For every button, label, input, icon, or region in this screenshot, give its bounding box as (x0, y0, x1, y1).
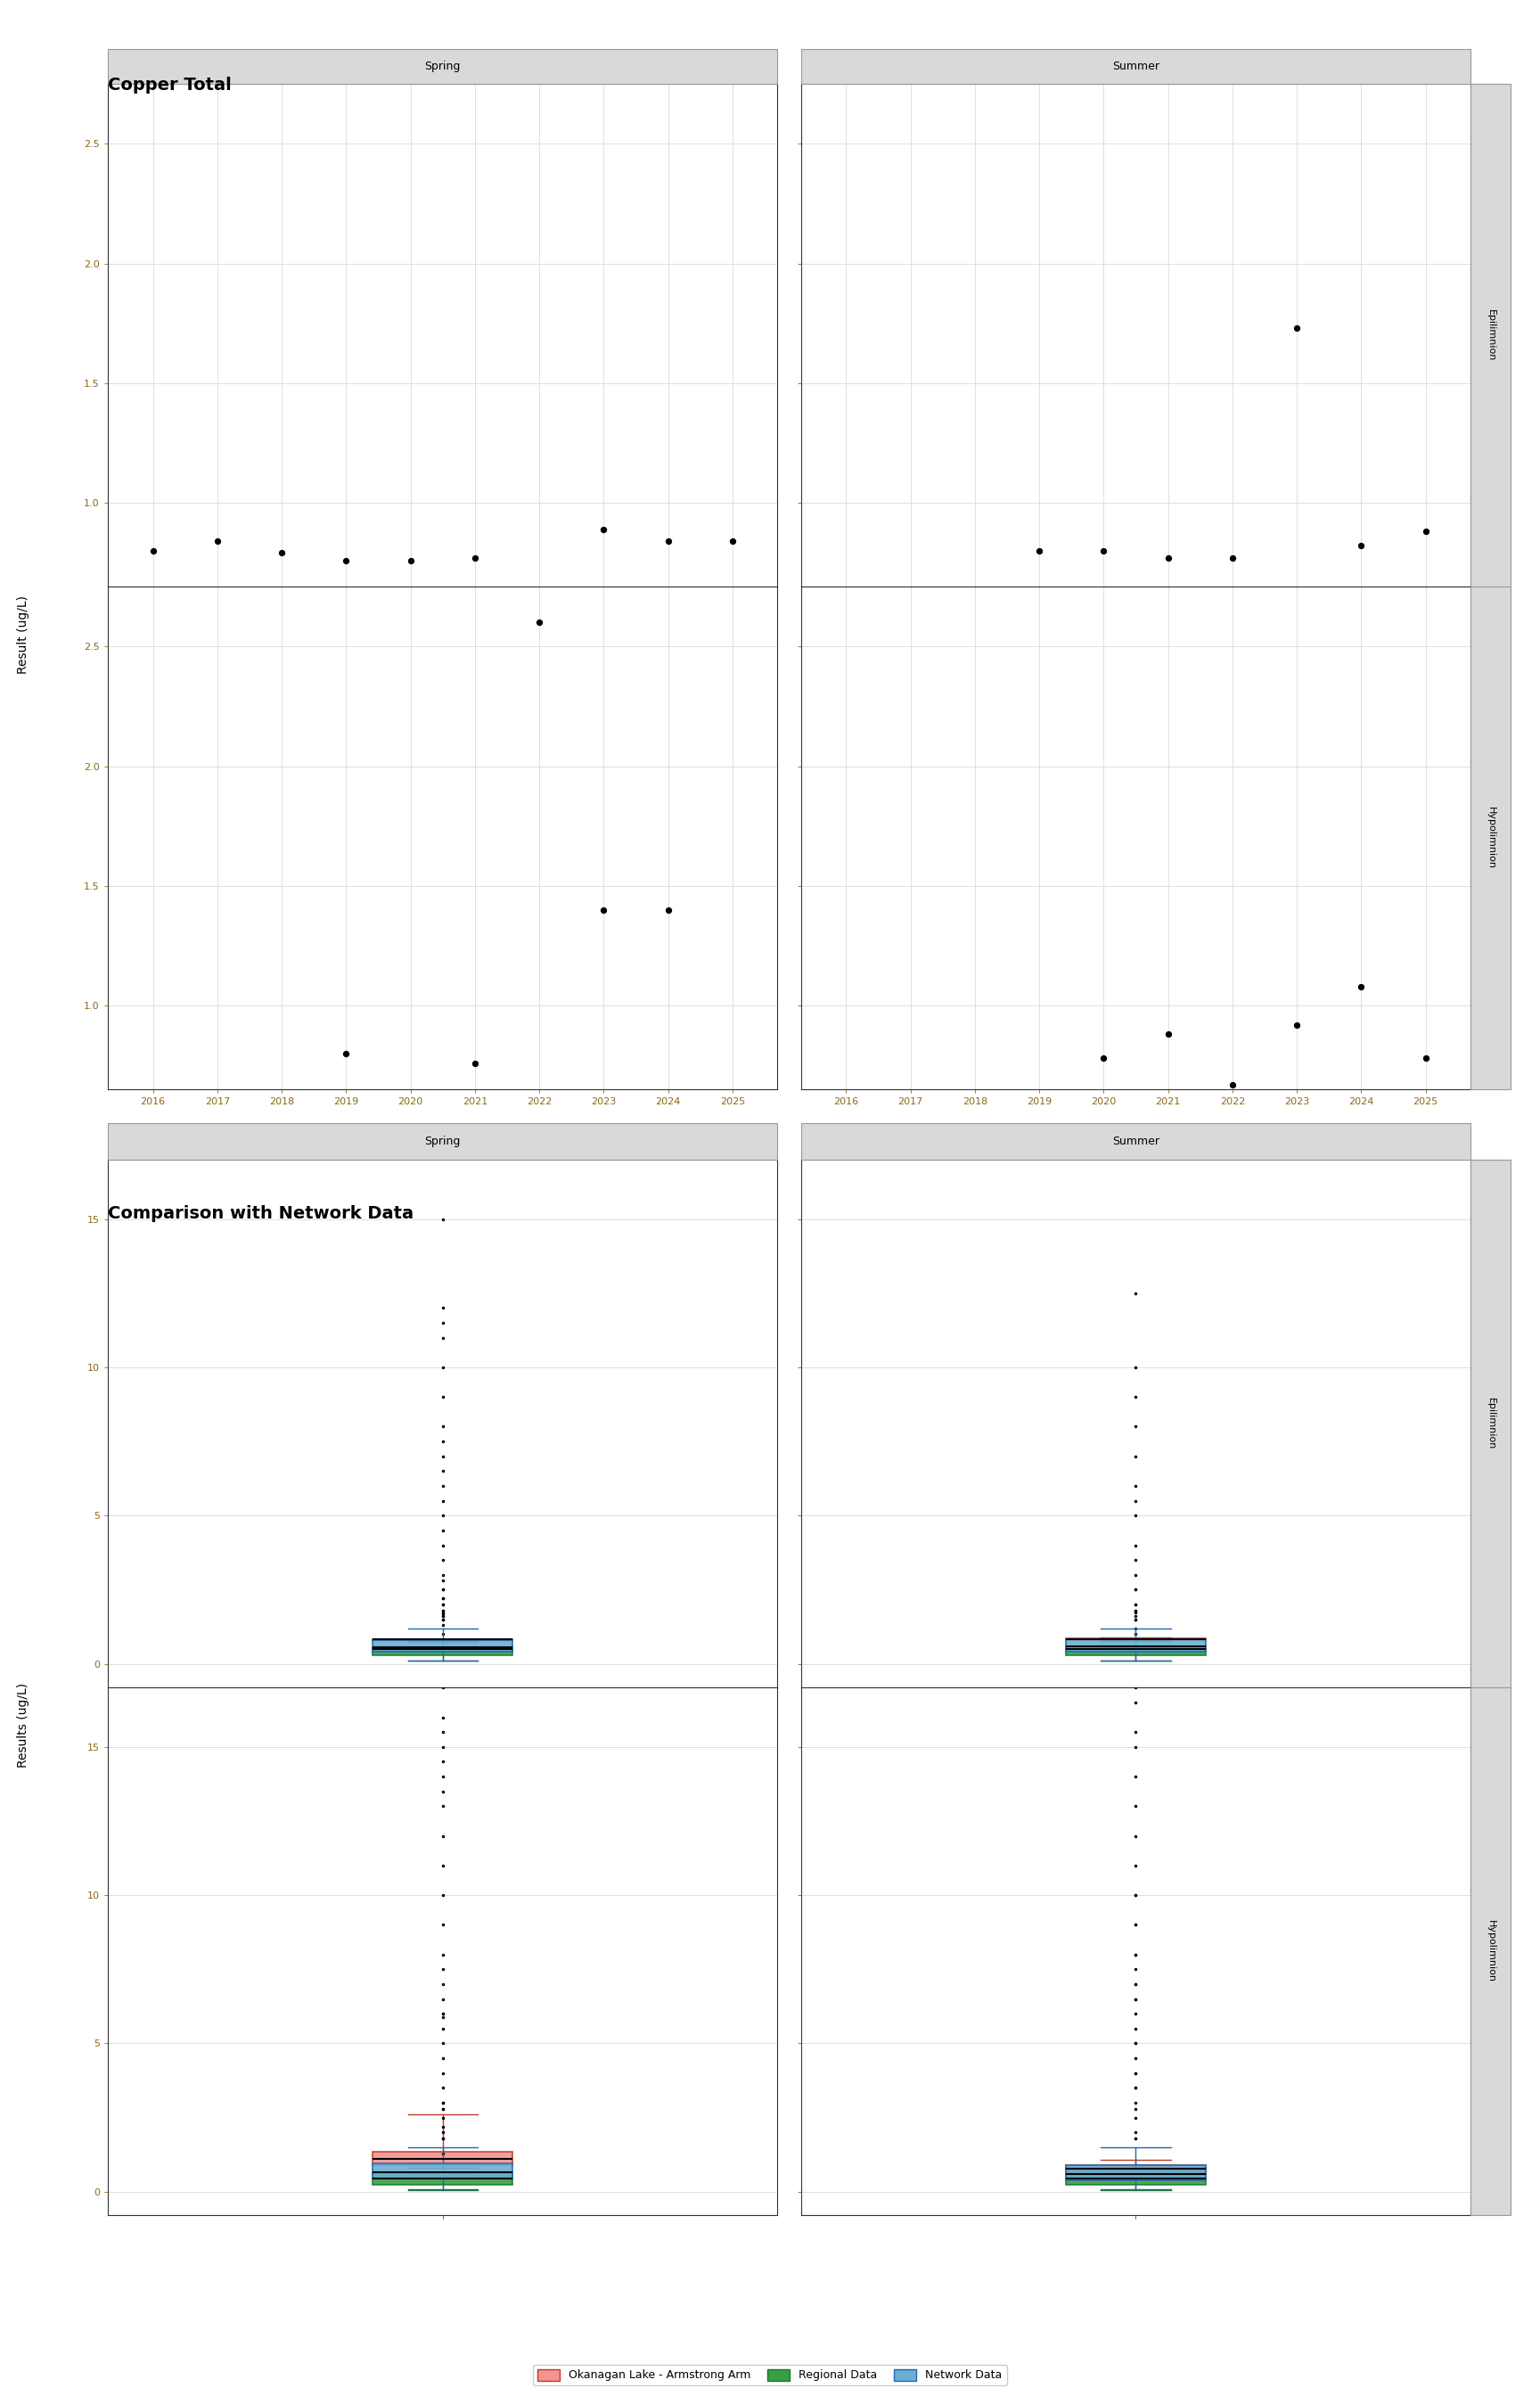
Point (1220, 539, 1244, 577)
Point (205, 522, 229, 561)
Point (591, 891, 616, 930)
Point (1284, 309, 1309, 347)
Point (1349, 968, 1374, 1006)
FancyBboxPatch shape (108, 1124, 778, 1160)
Point (656, 891, 681, 930)
Text: Epilimnion: Epilimnion (1486, 1397, 1495, 1450)
FancyBboxPatch shape (1471, 1687, 1511, 2216)
Text: Result (ug/L): Result (ug/L) (17, 597, 29, 673)
FancyBboxPatch shape (1471, 1160, 1511, 1687)
Point (462, 1045, 487, 1083)
Legend: Okanagan Lake - Armstrong Arm, Regional Data, Network Data: Okanagan Lake - Armstrong Arm, Regional … (533, 2365, 1007, 2386)
Text: Epilimnion: Epilimnion (1486, 309, 1495, 362)
Text: Copper Total: Copper Total (108, 77, 231, 93)
PathPatch shape (1066, 1639, 1206, 1651)
Point (334, 541, 359, 580)
Point (1155, 1016, 1180, 1054)
FancyBboxPatch shape (801, 48, 1471, 84)
Point (527, 604, 551, 642)
Text: Results (ug/L): Results (ug/L) (17, 1682, 29, 1768)
FancyBboxPatch shape (1471, 587, 1511, 1090)
FancyBboxPatch shape (801, 1124, 1471, 1160)
Text: Comparison with Network Data: Comparison with Network Data (108, 1205, 414, 1222)
Text: Summer: Summer (1112, 60, 1160, 72)
Point (721, 522, 745, 561)
PathPatch shape (373, 2173, 513, 2185)
Point (1155, 539, 1180, 577)
Point (1284, 1006, 1309, 1045)
PathPatch shape (1066, 2173, 1206, 2185)
Point (1220, 1066, 1244, 1105)
PathPatch shape (373, 2164, 513, 2178)
Point (270, 534, 294, 573)
Text: Hypolimnion: Hypolimnion (1486, 807, 1495, 870)
Text: Hypolimnion: Hypolimnion (1486, 1919, 1495, 1984)
PathPatch shape (1066, 2166, 1206, 2171)
PathPatch shape (1066, 1646, 1206, 1656)
Point (1349, 527, 1374, 565)
Text: Summer: Summer (1112, 1136, 1160, 1148)
Point (1414, 1040, 1438, 1078)
PathPatch shape (1066, 2166, 1206, 2180)
FancyBboxPatch shape (108, 48, 778, 84)
FancyBboxPatch shape (1471, 84, 1511, 587)
Point (1092, 1040, 1117, 1078)
Point (399, 541, 424, 580)
Point (1027, 532, 1052, 570)
PathPatch shape (373, 1641, 513, 1651)
Point (656, 522, 681, 561)
Text: Spring: Spring (425, 60, 460, 72)
Point (334, 1035, 359, 1073)
Point (1414, 513, 1438, 551)
Point (591, 510, 616, 549)
PathPatch shape (373, 1648, 513, 1656)
Text: Spring: Spring (425, 1136, 460, 1148)
Point (462, 539, 487, 577)
PathPatch shape (373, 2152, 513, 2166)
Point (1092, 532, 1117, 570)
Point (140, 532, 165, 570)
